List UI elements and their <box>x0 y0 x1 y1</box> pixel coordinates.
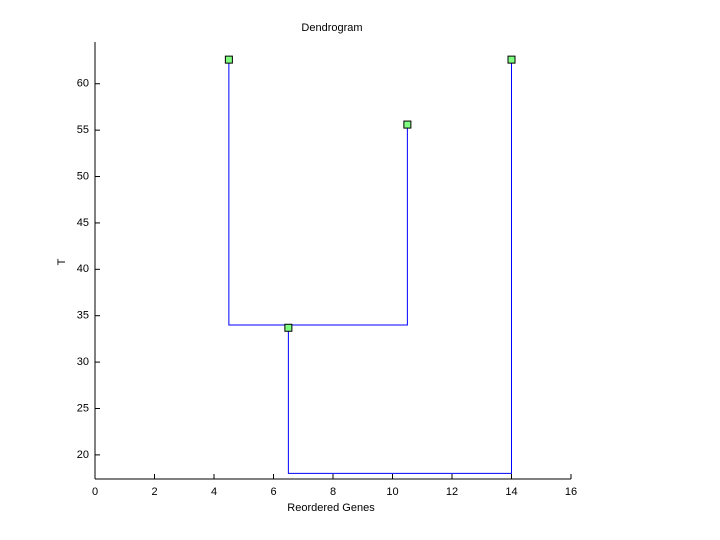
x-tick-label: 6 <box>270 486 276 498</box>
y-axis-label: T <box>56 258 68 265</box>
x-tick-label: 10 <box>386 486 398 498</box>
node-marker <box>224 55 233 64</box>
x-tick-label: 2 <box>151 486 157 498</box>
node-marker <box>507 55 516 64</box>
x-tick-label: 12 <box>446 486 458 498</box>
dendrogram-link <box>228 59 512 474</box>
y-tick-label: 35 <box>77 310 89 322</box>
y-tick-label: 45 <box>77 217 89 229</box>
x-tick-label: 0 <box>92 486 98 498</box>
x-tick-label: 8 <box>330 486 336 498</box>
node-marker <box>403 120 412 129</box>
x-tick-label: 16 <box>565 486 577 498</box>
y-tick-label: 55 <box>77 124 89 136</box>
node-marker <box>284 323 293 332</box>
y-tick-label: 50 <box>77 170 89 182</box>
y-tick-label: 20 <box>77 449 89 461</box>
y-tick-label: 25 <box>77 402 89 414</box>
x-tick-label: 4 <box>211 486 217 498</box>
y-tick-label: 30 <box>77 356 89 368</box>
y-tick-label: 60 <box>77 78 89 90</box>
chart-title: Dendrogram <box>301 22 362 34</box>
y-tick-label: 40 <box>77 263 89 275</box>
x-tick-label: 14 <box>505 486 517 498</box>
x-axis-label: Reordered Genes <box>287 502 375 514</box>
